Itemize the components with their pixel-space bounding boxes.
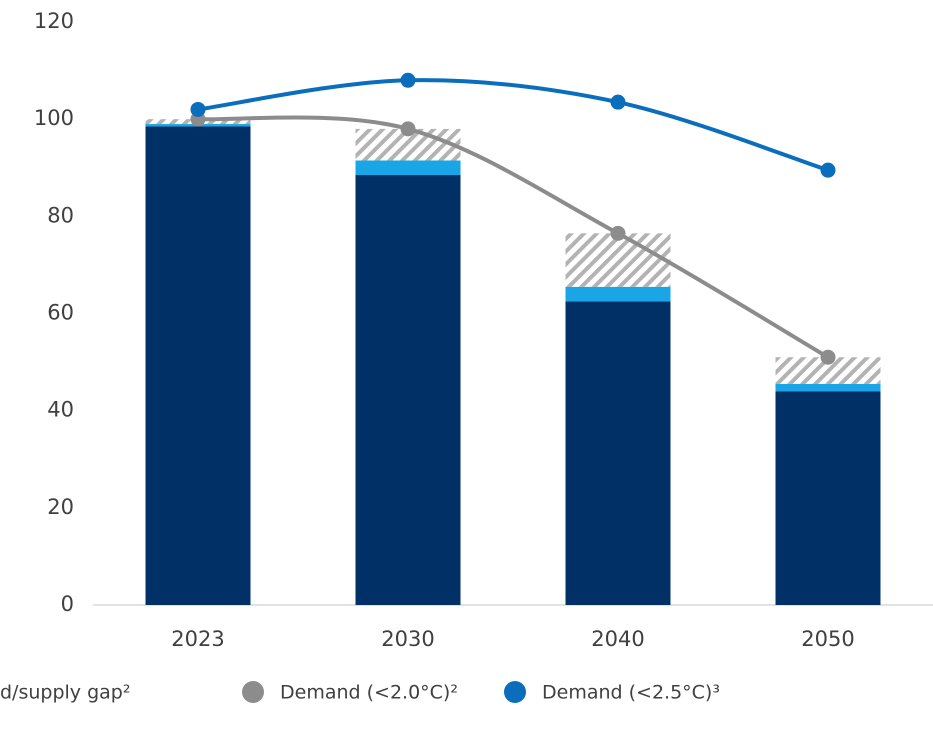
bar-segment (775, 383, 881, 392)
legend-label: d/supply gap² (0, 682, 130, 704)
bar-segment (775, 391, 881, 605)
y-tick-label: 60 (47, 301, 74, 325)
y-tick-label: 100 (34, 106, 74, 130)
line (197, 78, 829, 173)
line-marker (400, 121, 416, 137)
x-tick-label: 2023 (171, 627, 224, 651)
y-tick-label: 80 (47, 203, 74, 227)
line-marker (820, 349, 836, 365)
y-tick-label: 20 (47, 495, 74, 519)
bar-segment (145, 126, 251, 606)
y-tick-label: 120 (34, 9, 74, 33)
line (197, 115, 830, 359)
bar-segment (565, 286, 671, 302)
legend-marker (242, 681, 264, 703)
line-marker (400, 72, 416, 88)
bar-segment (565, 301, 671, 605)
line-marker (610, 225, 626, 241)
bar-segment (565, 233, 671, 287)
x-tick-label: 2030 (381, 627, 434, 651)
y-tick-label: 40 (47, 398, 74, 422)
line-marker (190, 101, 206, 117)
bar-segment (355, 160, 461, 176)
line-marker (610, 94, 626, 110)
x-tick-label: 2040 (591, 627, 644, 651)
x-tick-label: 2050 (801, 627, 854, 651)
bar-segment (355, 175, 461, 605)
legend-label: Demand (<2.5°C)³ (542, 682, 720, 704)
line-marker (820, 162, 836, 178)
legend-label: Demand (<2.0°C)² (280, 682, 458, 704)
y-tick-label: 0 (61, 592, 74, 616)
legend-marker (504, 681, 526, 703)
